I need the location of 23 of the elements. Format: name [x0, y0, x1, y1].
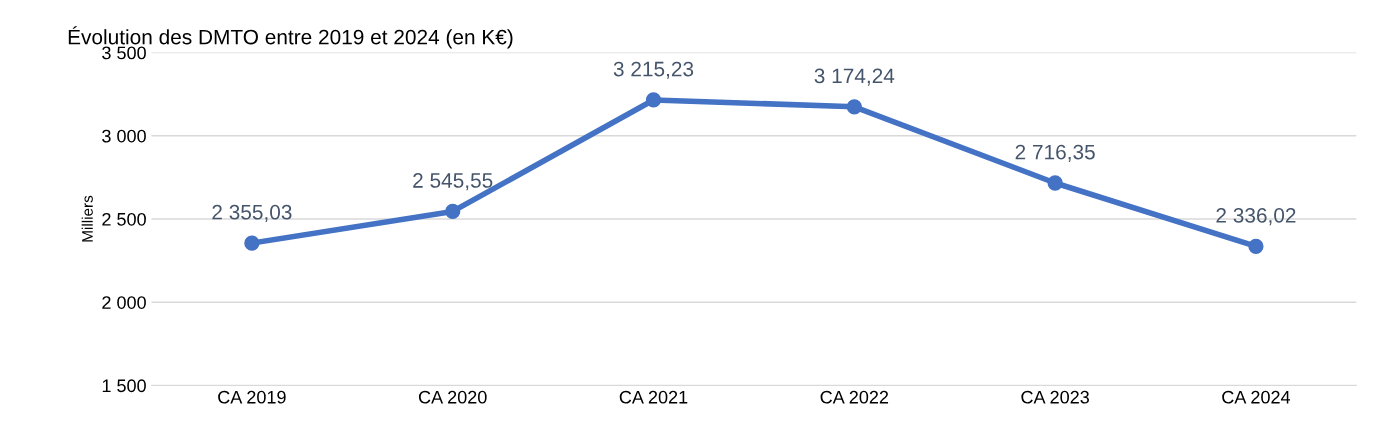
y-tick-label: 1 500 [102, 379, 146, 393]
point [1047, 175, 1063, 191]
data-label: 2 336,02 [1216, 207, 1296, 226]
point [846, 99, 862, 115]
x-tick-label: CA 2022 [820, 390, 889, 404]
data-label: 2 545,55 [413, 173, 493, 191]
y-tick-label: 2 500 [102, 212, 146, 226]
point [244, 235, 260, 251]
x-tick-label: CA 2024 [1222, 390, 1291, 404]
point [445, 203, 461, 220]
y-tick-label: 3 000 [102, 129, 146, 143]
x-tick-label: CA 2020 [418, 390, 487, 404]
x-tick-label: CA 2023 [1021, 390, 1089, 404]
data-label: 3 215,23 [613, 61, 694, 79]
y-tick-label: 2 000 [102, 296, 146, 309]
x-tick-label: CA 2021 [619, 390, 688, 404]
data-label: 2 716,35 [1015, 144, 1095, 162]
data-label: 2 355,03 [212, 204, 292, 223]
point [1248, 238, 1264, 254]
point [645, 92, 662, 108]
data-label: 3 174,24 [814, 68, 895, 86]
x-tick-label: CA 2019 [218, 390, 286, 404]
y-axis-title: Milliers [81, 195, 93, 242]
